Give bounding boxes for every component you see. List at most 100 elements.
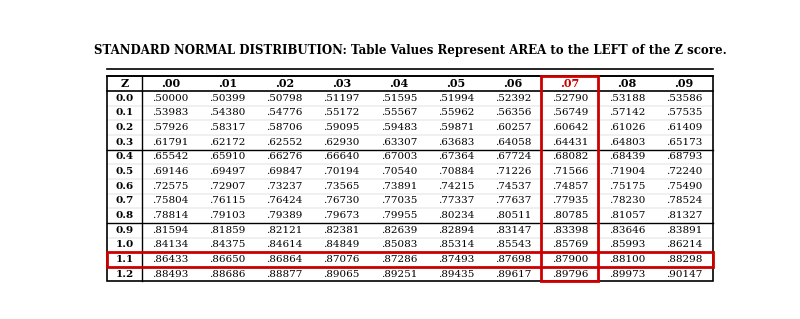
Text: .84849: .84849 <box>323 240 360 249</box>
Text: .86650: .86650 <box>210 255 246 264</box>
Text: .64058: .64058 <box>494 138 531 147</box>
Text: .84614: .84614 <box>266 240 302 249</box>
Text: .69146: .69146 <box>152 167 189 176</box>
Text: .55172: .55172 <box>323 108 360 117</box>
Text: .72575: .72575 <box>152 182 189 191</box>
Text: .83398: .83398 <box>552 226 588 235</box>
Text: .75175: .75175 <box>609 182 645 191</box>
Text: .57535: .57535 <box>666 108 702 117</box>
Text: .59095: .59095 <box>323 123 360 132</box>
Text: 1.2: 1.2 <box>115 270 134 278</box>
Text: 0.1: 0.1 <box>115 108 134 117</box>
Text: .59483: .59483 <box>381 123 417 132</box>
Bar <box>107 76 713 281</box>
Text: .06: .06 <box>503 78 522 89</box>
Text: 1.1: 1.1 <box>115 255 134 264</box>
Text: .85769: .85769 <box>552 240 588 249</box>
Text: .89973: .89973 <box>609 270 645 278</box>
Text: .81327: .81327 <box>666 211 702 220</box>
Text: .86864: .86864 <box>266 255 302 264</box>
Text: 0.7: 0.7 <box>115 197 134 205</box>
Text: .62930: .62930 <box>323 138 360 147</box>
Text: .81057: .81057 <box>609 211 645 220</box>
Text: .54776: .54776 <box>266 108 302 117</box>
Text: .76115: .76115 <box>210 197 246 205</box>
Text: .77637: .77637 <box>494 197 531 205</box>
Text: .87900: .87900 <box>552 255 588 264</box>
Text: .73891: .73891 <box>381 182 417 191</box>
Text: .71226: .71226 <box>494 167 531 176</box>
Text: .85314: .85314 <box>438 240 474 249</box>
Text: .84134: .84134 <box>152 240 189 249</box>
Text: .01: .01 <box>218 78 237 89</box>
Text: .88100: .88100 <box>609 255 645 264</box>
Text: .50798: .50798 <box>266 94 302 103</box>
Text: .52790: .52790 <box>552 94 588 103</box>
Text: .67724: .67724 <box>494 152 531 161</box>
Text: .50399: .50399 <box>210 94 246 103</box>
Text: .66640: .66640 <box>323 152 360 161</box>
Text: .61791: .61791 <box>152 138 189 147</box>
Text: 0.3: 0.3 <box>116 138 134 147</box>
Text: .80234: .80234 <box>438 211 474 220</box>
Text: .85543: .85543 <box>494 240 531 249</box>
Text: .89065: .89065 <box>323 270 360 278</box>
Text: .53983: .53983 <box>152 108 189 117</box>
Text: .58317: .58317 <box>210 123 246 132</box>
Text: .62552: .62552 <box>266 138 302 147</box>
Text: .71566: .71566 <box>552 167 588 176</box>
Text: .58706: .58706 <box>266 123 302 132</box>
Text: .61409: .61409 <box>666 123 702 132</box>
Text: .74215: .74215 <box>438 182 474 191</box>
Text: .72240: .72240 <box>666 167 702 176</box>
Text: .68439: .68439 <box>609 152 645 161</box>
Text: .73237: .73237 <box>266 182 302 191</box>
Text: .69847: .69847 <box>266 167 302 176</box>
Text: .60642: .60642 <box>552 123 588 132</box>
Text: .78230: .78230 <box>609 197 645 205</box>
Text: .63683: .63683 <box>438 138 474 147</box>
Text: .83891: .83891 <box>666 226 702 235</box>
Text: .00: .00 <box>161 78 180 89</box>
Text: 0.2: 0.2 <box>115 123 134 132</box>
Text: .65910: .65910 <box>210 152 246 161</box>
Text: .04: .04 <box>389 78 408 89</box>
Text: .77935: .77935 <box>552 197 588 205</box>
Text: .67003: .67003 <box>381 152 417 161</box>
Text: .74537: .74537 <box>494 182 531 191</box>
Text: .85083: .85083 <box>381 240 417 249</box>
Text: .88877: .88877 <box>266 270 302 278</box>
Text: .75804: .75804 <box>152 197 189 205</box>
Text: .53586: .53586 <box>666 94 702 103</box>
Text: .89251: .89251 <box>381 270 417 278</box>
Text: .79389: .79389 <box>266 211 302 220</box>
Text: .88686: .88686 <box>210 270 246 278</box>
Text: .81859: .81859 <box>210 226 246 235</box>
Text: .09: .09 <box>674 78 694 89</box>
Text: .51197: .51197 <box>323 94 360 103</box>
Text: .61026: .61026 <box>609 123 645 132</box>
Text: .72907: .72907 <box>210 182 246 191</box>
Text: .87286: .87286 <box>381 255 417 264</box>
Text: .03: .03 <box>332 78 351 89</box>
Text: .05: .05 <box>446 78 466 89</box>
Text: .82894: .82894 <box>438 226 474 235</box>
Bar <box>542 76 598 281</box>
Text: .78524: .78524 <box>666 197 702 205</box>
Text: .50000: .50000 <box>152 94 189 103</box>
Text: Z: Z <box>121 78 129 89</box>
Text: .77337: .77337 <box>438 197 474 205</box>
Text: .68082: .68082 <box>552 152 588 161</box>
Text: .83646: .83646 <box>609 226 645 235</box>
Text: .79955: .79955 <box>381 211 417 220</box>
Text: .82121: .82121 <box>266 226 302 235</box>
Text: .64803: .64803 <box>609 138 645 147</box>
Text: .65173: .65173 <box>666 138 702 147</box>
Text: .51595: .51595 <box>381 94 417 103</box>
Text: 0.8: 0.8 <box>116 211 134 220</box>
Text: .82639: .82639 <box>381 226 417 235</box>
Text: .52392: .52392 <box>494 94 531 103</box>
Text: STANDARD NORMAL DISTRIBUTION: Table Values Represent AREA to the LEFT of the Z s: STANDARD NORMAL DISTRIBUTION: Table Valu… <box>94 44 726 57</box>
Text: .07: .07 <box>560 78 579 89</box>
Text: 0.6: 0.6 <box>115 182 134 191</box>
